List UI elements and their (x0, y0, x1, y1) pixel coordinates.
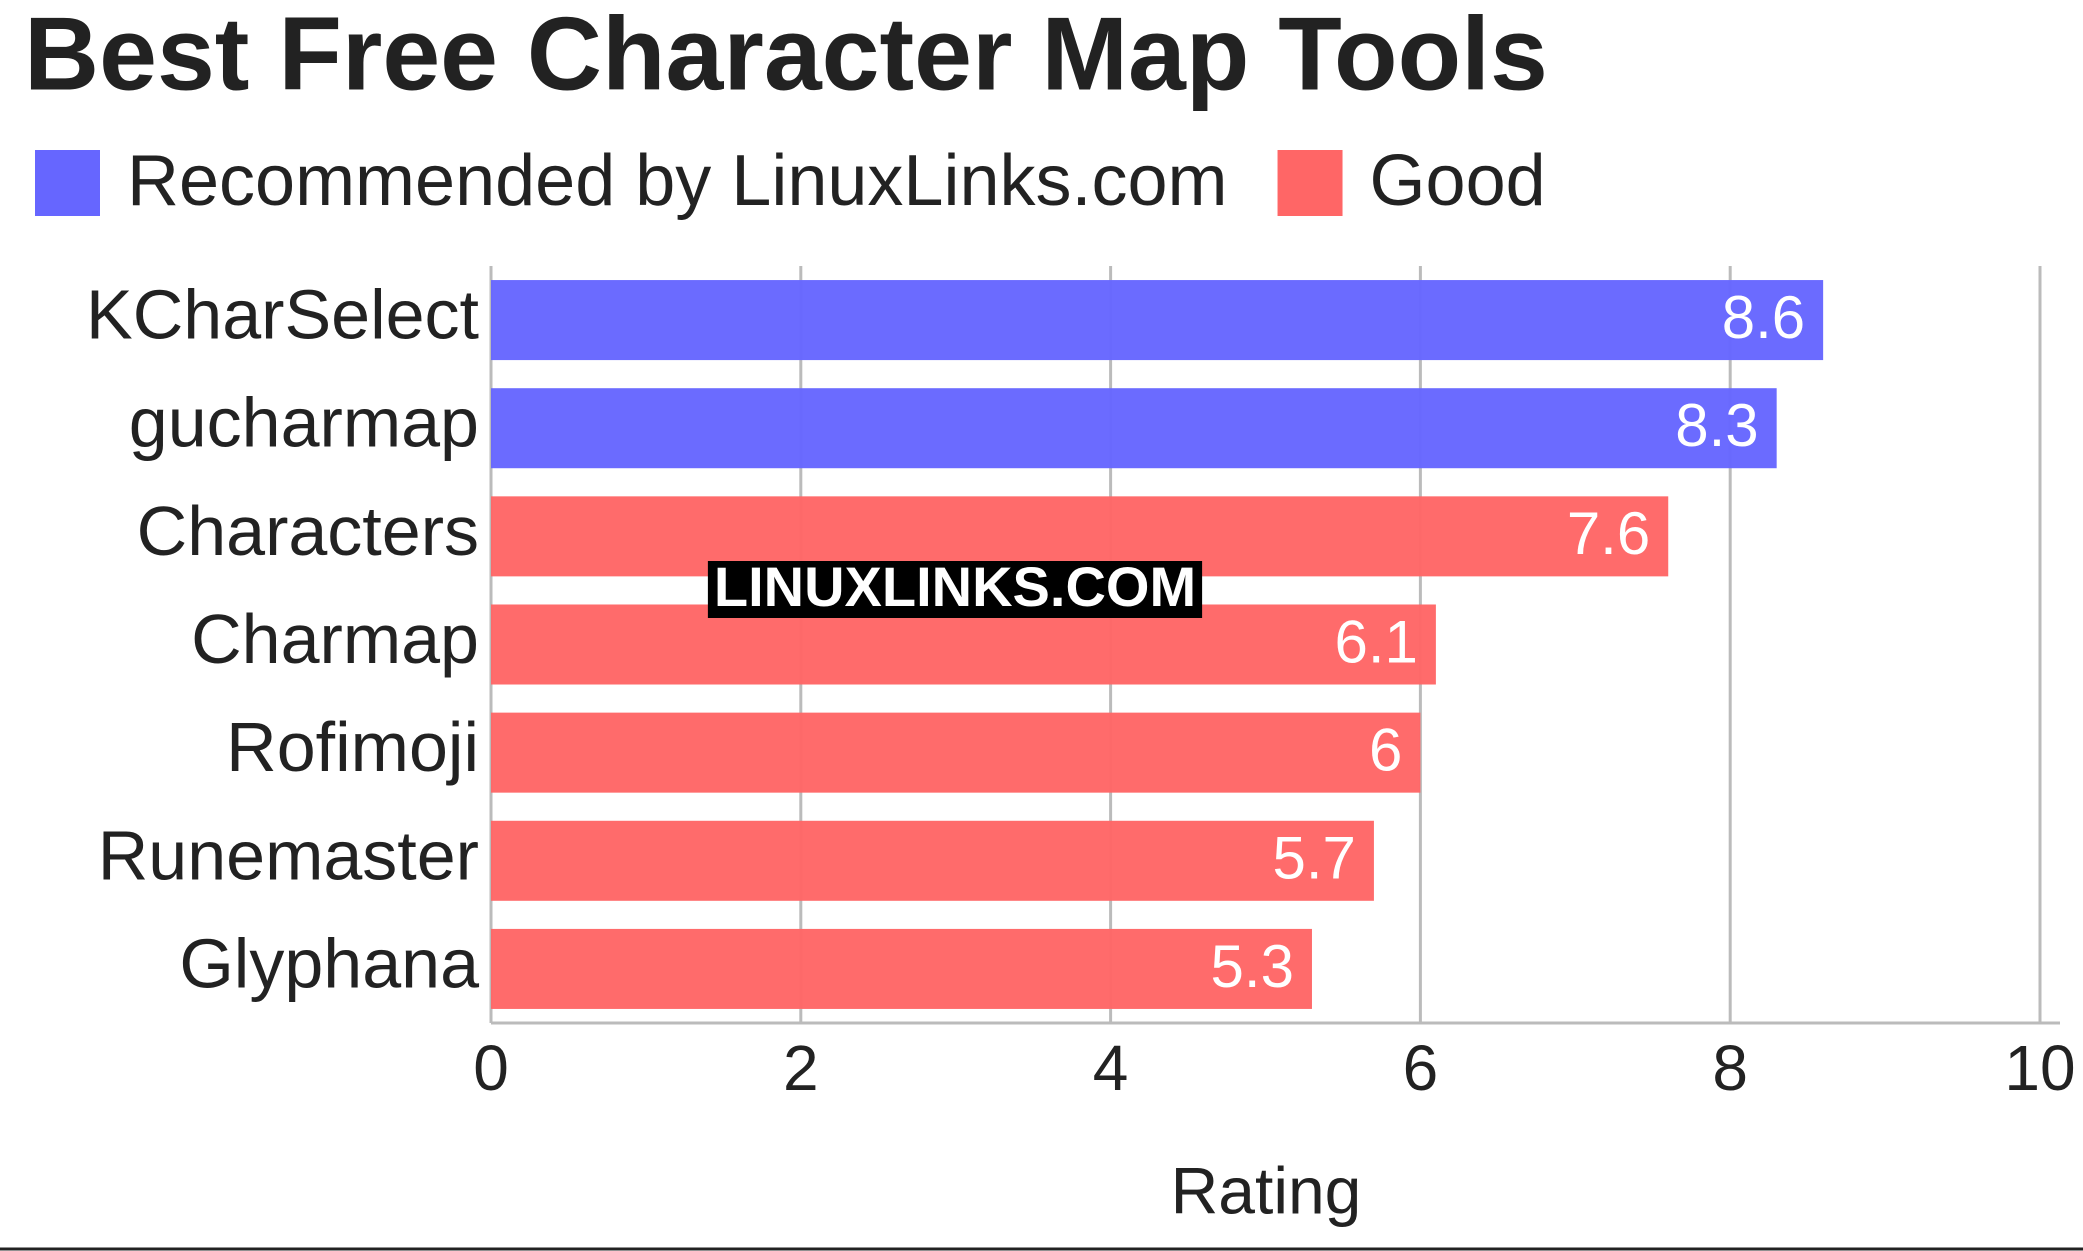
legend-label: Good (1370, 141, 1546, 221)
data-label: 7.6 (1567, 500, 1650, 567)
y-tick-label: Glyphana (179, 924, 479, 1002)
y-tick-label: Characters (137, 492, 479, 570)
x-tick-label: 4 (1093, 1032, 1129, 1104)
x-axis-label: Rating (1171, 1153, 1362, 1227)
x-tick-label: 10 (2004, 1032, 2075, 1104)
data-label: 5.7 (1273, 825, 1356, 892)
bar (491, 712, 1421, 793)
x-tick-label: 2 (783, 1032, 819, 1104)
watermark-text: LINUXLINKS.COM (714, 555, 1196, 618)
data-label: 6.1 (1334, 608, 1417, 675)
x-tick-label: 0 (473, 1032, 509, 1104)
x-tick-label: 8 (1712, 1032, 1748, 1104)
watermark-box (707, 561, 1203, 618)
data-label: 8.3 (1675, 392, 1758, 459)
bar (491, 280, 1824, 361)
legend-label: Recommended by LinuxLinks.com (127, 141, 1228, 221)
data-label: 5.3 (1211, 933, 1294, 1000)
y-tick-label: Charmap (191, 600, 479, 678)
legend-swatch (35, 150, 100, 216)
bar (491, 928, 1312, 1009)
chart-title: Best Free Character Map Tools (24, 0, 1548, 112)
watermark: LINUXLINKS.COM (707, 555, 1203, 618)
y-tick-label: Rofimoji (226, 708, 479, 786)
bar (491, 388, 1777, 469)
y-tick-label: gucharmap (129, 384, 479, 462)
legend-swatch (1277, 150, 1343, 216)
bar (491, 820, 1374, 901)
y-tick-label: Runemaster (98, 816, 479, 894)
y-tick-label: KCharSelect (86, 276, 479, 354)
data-label: 8.6 (1722, 284, 1805, 351)
data-label: 6 (1369, 716, 1402, 783)
x-tick-label: 6 (1403, 1032, 1439, 1104)
